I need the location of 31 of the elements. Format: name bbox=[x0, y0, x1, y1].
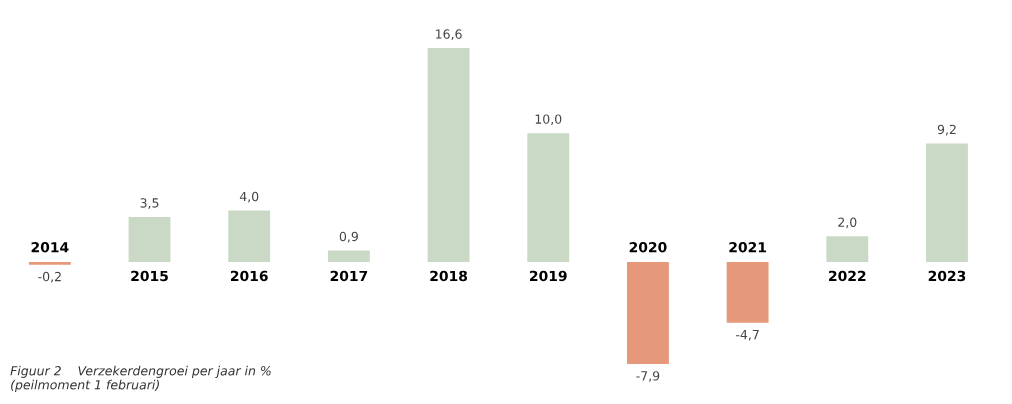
data-label: 0,9 bbox=[339, 231, 358, 243]
text: Figuur 2 Verzekerdengroei per jaar in % (peilmoment 1 februari) bbox=[10, 365, 271, 392]
data-label: 9,2 bbox=[937, 124, 956, 136]
data-label: 4,0 bbox=[239, 191, 259, 203]
data-label: -4,7 bbox=[736, 330, 759, 341]
x-tick-label: 2019 bbox=[530, 270, 567, 282]
bar bbox=[128, 217, 171, 263]
x-tick-label: 2021 bbox=[729, 241, 766, 253]
bar bbox=[527, 133, 570, 263]
x-tick-label: 2017 bbox=[330, 270, 368, 282]
x-tick-label: 2016 bbox=[230, 270, 268, 282]
data-label: 2,0 bbox=[838, 217, 857, 229]
bar bbox=[926, 143, 968, 263]
bar bbox=[228, 210, 271, 263]
bar bbox=[726, 262, 769, 323]
bar bbox=[627, 262, 669, 364]
x-tick-label: 2014 bbox=[31, 241, 69, 253]
bar bbox=[327, 250, 370, 263]
x-tick-label: 2023 bbox=[928, 270, 966, 282]
data-label: -0,2 bbox=[38, 271, 61, 283]
x-tick-label: 2020 bbox=[629, 241, 667, 253]
bar bbox=[826, 236, 869, 263]
x-tick-label: 2022 bbox=[829, 270, 866, 282]
bar bbox=[427, 48, 470, 263]
data-label: 10,0 bbox=[535, 114, 562, 126]
x-tick-label: 2018 bbox=[430, 270, 468, 282]
bar bbox=[28, 262, 71, 265]
data-label: 3,5 bbox=[140, 198, 159, 209]
data-label: -7,9 bbox=[636, 371, 660, 382]
data-label: 16,6 bbox=[436, 29, 462, 41]
x-tick-label: 2015 bbox=[131, 270, 168, 282]
